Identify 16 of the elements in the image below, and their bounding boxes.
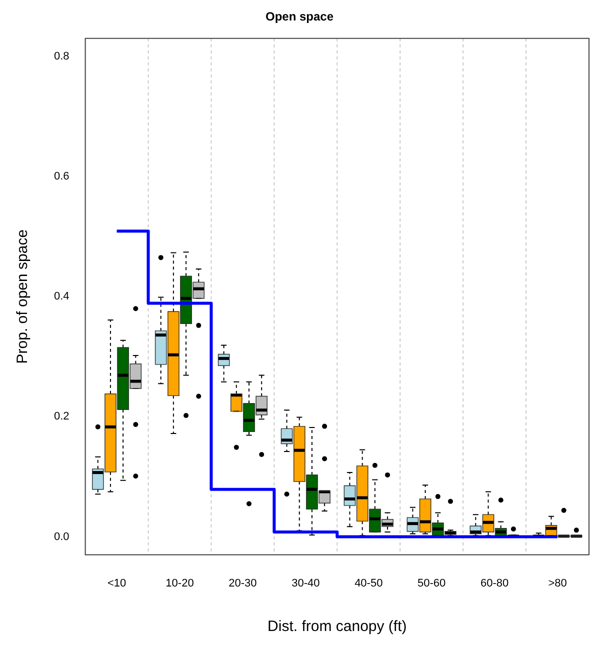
x-tick-label: 50-60 — [418, 577, 446, 590]
y-axis-title: Prop. of open space — [14, 229, 32, 364]
x-tick-label: 60-80 — [480, 577, 509, 590]
y-tick-label: 0.8 — [54, 50, 70, 62]
x-tick-label: 20-30 — [228, 577, 257, 590]
x-tick-label: 30-40 — [292, 577, 320, 590]
x-tick-label: 10-20 — [166, 577, 194, 590]
x-tick-label: 40-50 — [354, 577, 383, 590]
x-axis-title: Dist. from canopy (ft) — [268, 618, 407, 636]
y-tick-label: 0.4 — [54, 290, 70, 303]
y-tick-label: 0.6 — [54, 170, 70, 183]
chart-title: Open space — [265, 10, 334, 24]
y-tick-label: 0.0 — [54, 530, 70, 543]
y-tick-label: 0.2 — [54, 410, 70, 423]
x-tick-label: >80 — [548, 577, 567, 590]
x-tick-label: <10 — [107, 577, 126, 590]
